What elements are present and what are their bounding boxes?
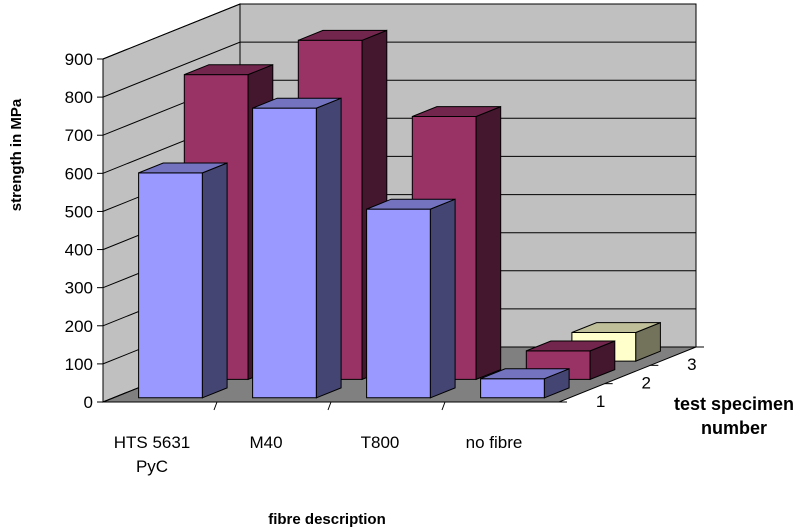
- category-label: no fibre: [466, 433, 523, 452]
- category-label: T800: [361, 433, 400, 452]
- bar-series-1-cat-1: [252, 97, 342, 399]
- bar-front: [252, 107, 317, 399]
- gridline: [102, 41, 696, 98]
- depth-tick-label: 2: [642, 374, 651, 393]
- bar-top: [138, 162, 228, 174]
- bar-front: [138, 172, 203, 399]
- bar-top: [184, 64, 273, 76]
- bar-front: [366, 208, 431, 399]
- x-tick-mark: [441, 401, 446, 411]
- category-labels: HTS 5631 PyC M40 T800 no fibre: [114, 433, 523, 476]
- y-tick-label: 300: [65, 279, 93, 298]
- bars: [138, 29, 661, 399]
- bar-front: [480, 378, 545, 399]
- bar-side: [475, 105, 502, 381]
- depth-tick-labels: 1 2 3: [596, 355, 697, 411]
- bar-top: [571, 322, 661, 333]
- bar-series-1-cat-0: [138, 162, 228, 399]
- depth-tick-label: 1: [596, 392, 605, 411]
- y-tick-label: 200: [65, 317, 93, 336]
- category-label: HTS 5631 PyC: [114, 433, 191, 476]
- y-tick-label: 700: [65, 126, 93, 145]
- y-tick-label: 0: [84, 393, 93, 412]
- bar-top: [298, 29, 387, 41]
- bar-series-1-cat-2: [366, 198, 456, 399]
- y-tick-label: 400: [65, 241, 93, 260]
- bar-top: [412, 106, 501, 117]
- depth-axis-title: test specimen number: [674, 394, 794, 438]
- y-tick-label: 900: [65, 50, 93, 69]
- x-tick-mark: [327, 401, 332, 411]
- y-tick-label: 100: [65, 355, 93, 374]
- gridline: [102, 3, 696, 60]
- y-tick-label: 800: [65, 88, 93, 107]
- bar-side: [315, 97, 342, 399]
- bar-top: [526, 340, 615, 352]
- bar-top: [480, 368, 570, 380]
- category-label: M40: [249, 433, 282, 452]
- y-tick-label: 600: [65, 164, 93, 183]
- depth-tick-label: 3: [687, 355, 696, 374]
- y-tick-labels: 0 100 200 300 400 500 600 700 800 900: [65, 50, 93, 412]
- bar-series-1-cat-3: [480, 368, 570, 399]
- bar-side: [429, 198, 456, 399]
- y-axis-title: strength in MPa: [8, 98, 25, 211]
- bar-side: [201, 162, 228, 399]
- bar-top: [366, 198, 456, 210]
- x-tick-mark: [213, 401, 218, 411]
- y-tick-label: 500: [65, 202, 93, 221]
- x-axis-title: fibre description: [268, 511, 386, 528]
- bar-top: [252, 97, 342, 109]
